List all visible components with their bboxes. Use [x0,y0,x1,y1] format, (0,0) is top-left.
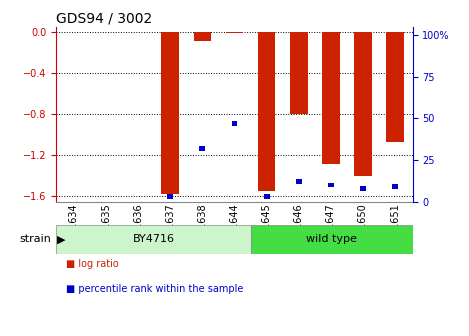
Text: ■ percentile rank within the sample: ■ percentile rank within the sample [66,284,243,294]
Bar [194,32,211,41]
Bar [322,32,340,164]
Bar [161,32,179,195]
Bar [360,186,366,191]
Bar [226,32,243,33]
Text: strain: strain [20,235,52,244]
Text: GDS94 / 3002: GDS94 / 3002 [56,12,152,26]
Text: BY4716: BY4716 [132,235,174,244]
Bar [199,146,205,151]
Bar [232,121,237,126]
Bar [251,225,413,254]
Bar [386,32,404,142]
Text: ■ log ratio: ■ log ratio [66,259,118,269]
Bar [328,183,334,187]
Bar [392,184,398,189]
Text: ▶: ▶ [57,235,66,244]
Bar [264,194,270,199]
Bar [167,194,173,199]
Bar [296,179,302,184]
Bar [258,32,275,191]
Bar [354,32,372,176]
Text: wild type: wild type [306,235,357,244]
Bar [290,32,308,114]
Bar [56,225,251,254]
